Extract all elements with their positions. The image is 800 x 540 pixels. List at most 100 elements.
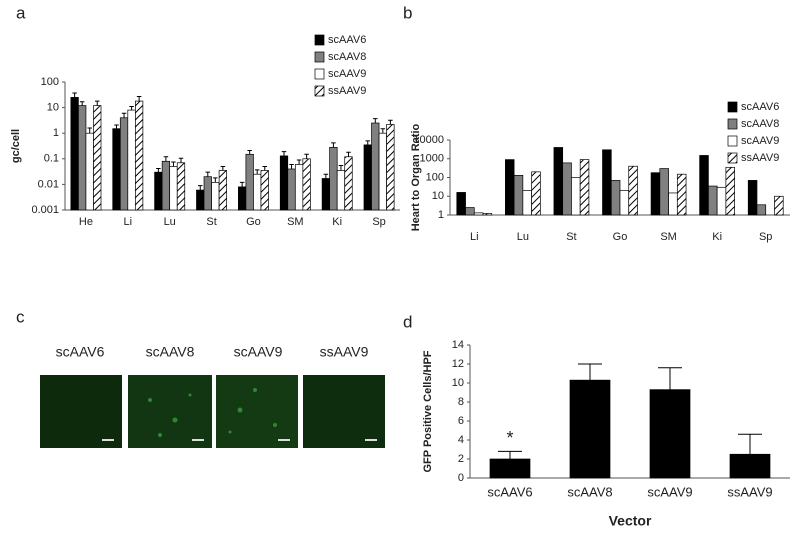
bar: [619, 190, 630, 216]
legend-label: scAAV9: [741, 135, 779, 147]
x-tick-label: He: [79, 216, 93, 228]
bar: [747, 180, 758, 216]
bar: [127, 109, 136, 211]
y-tick-label: 10000: [413, 134, 444, 146]
error-bar: [114, 124, 119, 129]
legend-label: scAAV6: [328, 34, 366, 46]
x-tick-label: Li: [124, 216, 133, 228]
bar: [70, 97, 79, 211]
legend-swatch: [314, 34, 325, 46]
panel-label: b: [403, 3, 412, 22]
y-tick-label: 6: [458, 415, 464, 427]
panel-label: a: [16, 3, 26, 22]
error-bar: [365, 140, 371, 145]
bar: [93, 105, 102, 211]
legend-swatch: [314, 85, 325, 97]
error-bar: [156, 167, 161, 173]
bar: [465, 207, 475, 216]
error-bar: [331, 142, 336, 148]
x-tick-label: SM: [660, 231, 677, 243]
bar: [676, 173, 687, 216]
micrographs: scAAV6 scAAV8 scAAV9 ssAAV9: [40, 344, 385, 448]
bar: [456, 192, 466, 216]
image: [40, 375, 122, 448]
error-bar: [178, 157, 184, 163]
error-bar: [254, 169, 260, 175]
bar: [203, 176, 212, 211]
error-bar: [87, 127, 92, 134]
legend-label: scAAV8: [328, 51, 366, 63]
bar: [473, 212, 484, 216]
x-tick-label: scAAV9: [647, 484, 692, 499]
image-label: scAAV6: [56, 344, 105, 360]
bar: [628, 165, 638, 216]
image-label: scAAV8: [146, 344, 195, 360]
error-bar: [205, 171, 211, 177]
legend-label: scAAV9: [328, 68, 366, 80]
y-tick-label: 2: [458, 453, 464, 465]
error-bar: [380, 128, 386, 134]
x-tick-label: scAAV8: [567, 484, 612, 499]
x-tick-label: Ki: [332, 216, 342, 228]
error-bar: [296, 159, 302, 165]
y-tick-label: 0.001: [31, 204, 59, 216]
image: [303, 375, 385, 448]
bar: [649, 389, 691, 479]
error-bar: [262, 166, 268, 171]
bar: [321, 178, 330, 211]
y-tick-label: 100: [41, 76, 59, 88]
bar: [78, 105, 87, 211]
bar: [505, 159, 515, 216]
bar: [253, 173, 262, 211]
bar: [260, 170, 269, 211]
bar: [774, 195, 784, 216]
bar: [610, 180, 621, 216]
bar: [135, 100, 144, 211]
error-bar: [94, 100, 100, 106]
bar: [287, 168, 296, 211]
error-bar: [323, 173, 329, 179]
bar: [729, 453, 771, 479]
x-tick-label: St: [206, 216, 216, 228]
error-bar: [338, 164, 344, 171]
x-tick-label: Sp: [759, 231, 772, 243]
x-tick-label: Lu: [517, 231, 529, 243]
y-tick-label: 8: [458, 396, 464, 408]
x-tick-label: Go: [246, 216, 261, 228]
bar: [169, 166, 178, 211]
bar: [650, 172, 661, 216]
annotation: *: [506, 428, 513, 448]
bar: [344, 156, 353, 211]
image-label: scAAV9: [234, 344, 283, 360]
x-tick-label: Sp: [372, 216, 385, 228]
error-bar: [163, 156, 169, 162]
y-tick-label: 10: [452, 377, 464, 389]
y-tick-label: 0: [458, 472, 464, 484]
bar: [513, 175, 524, 216]
error-bar: [121, 112, 127, 118]
bar: [119, 117, 129, 211]
y-tick-label: 100: [426, 171, 444, 183]
error-bar: [388, 119, 393, 125]
bar: [489, 458, 531, 479]
x-tick-label: scAAV6: [487, 484, 532, 499]
bar: [756, 204, 767, 216]
legend-swatch: [314, 51, 325, 63]
legend-label: scAAV6: [741, 101, 779, 113]
panel-label: c: [16, 307, 25, 326]
bar: [196, 189, 205, 211]
x-tick-label: Ki: [712, 231, 722, 243]
bar: [161, 160, 171, 211]
bar: [85, 132, 94, 211]
bar: [522, 190, 532, 216]
bar: [725, 166, 735, 216]
error-bar: [346, 151, 351, 157]
bar: [386, 124, 395, 211]
bar: [294, 164, 304, 211]
bar: [279, 155, 289, 211]
y-tick-label: 10: [47, 102, 59, 114]
panel-label: d: [403, 312, 412, 331]
error-bar: [171, 161, 176, 167]
y-tick-label: 1: [53, 127, 59, 139]
